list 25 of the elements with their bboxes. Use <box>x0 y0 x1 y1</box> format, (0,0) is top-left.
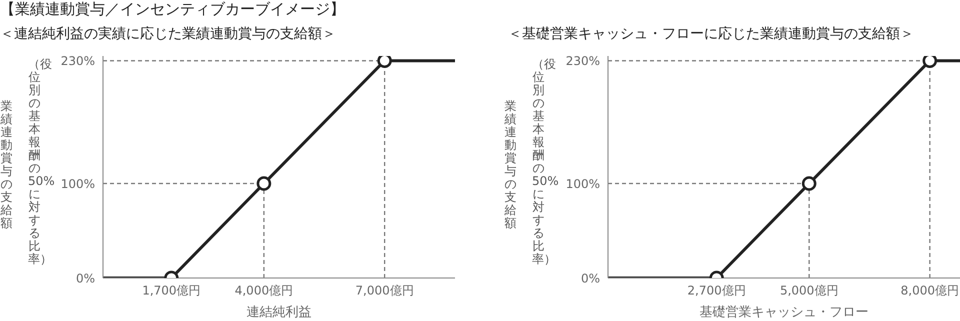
x-tick-label: 5,000億円 <box>780 284 838 298</box>
text: （役位別の基本報酬の50%に対する比率） <box>28 57 55 266</box>
y-tick-label: 100% <box>566 176 600 191</box>
chart-subtitle: ＜基礎営業キャッシュ・フローに応じた業績連動賞与の支給額＞ <box>508 25 914 43</box>
x-tick-label: 8,000億円 <box>900 284 960 298</box>
x-tick-label: 1,700億円 <box>142 284 201 298</box>
y-tick-label: 230% <box>566 54 600 68</box>
x-tick-label: 7,000億円 <box>355 284 414 298</box>
point <box>256 176 272 191</box>
point <box>922 56 938 68</box>
y-tick-label: 0% <box>76 271 95 286</box>
text: 業績連動賞与の支給額 <box>504 99 516 230</box>
text: （役位別の基本報酬の50%に対する比率） <box>532 57 559 266</box>
chart-subtitle: ＜連結純利益の実績に応じた業績連動賞与の支給額＞ <box>0 25 336 43</box>
x-axis-title: 連結純利益 <box>246 305 312 320</box>
text: 業績連動賞与の支給額 <box>0 99 12 230</box>
y-tick-label: 230% <box>60 54 95 68</box>
x-tick-label: 4,000億円 <box>234 284 294 298</box>
point <box>377 56 392 68</box>
y-tick-label: 100% <box>60 176 95 191</box>
chart-title: 【業績連動賞与／インセンティブカーブイメージ】 <box>0 0 345 19</box>
point <box>802 176 816 191</box>
y-tick-label: 0% <box>580 271 600 286</box>
x-tick-label: 2,700億円 <box>687 284 746 298</box>
x-axis-title: 基礎営業キャッシュ・フロー <box>700 305 868 320</box>
